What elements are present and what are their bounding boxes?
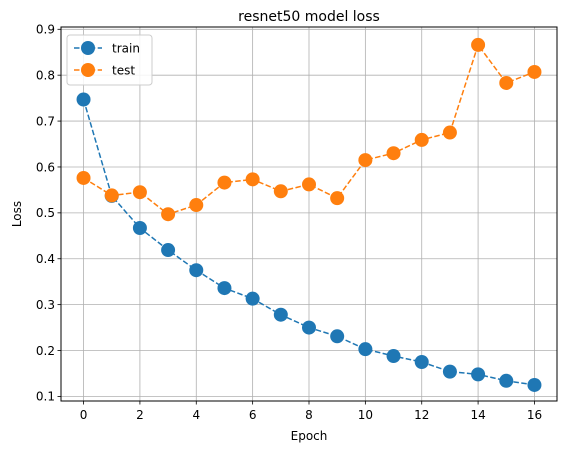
data-point-test [302,177,316,192]
x-axis-label: Epoch [291,429,328,443]
data-point-test [217,175,232,190]
data-point-train [132,220,147,235]
data-point-test [414,132,429,147]
data-point-train [386,349,401,364]
data-point-test [330,191,345,206]
data-point-test [76,170,91,185]
grid-lines [61,27,557,401]
x-tick-label: 0 [80,408,88,422]
x-ticks: 0 2 4 6 8 10 12 14 16 [80,401,542,422]
y-ticks: 0.1 0.2 0.3 0.4 0.5 0.6 0.7 0.8 0.9 [36,23,61,404]
data-point-test [189,198,204,213]
data-point-test [471,37,486,52]
data-point-train [414,354,429,369]
data-point-train [76,92,91,107]
x-tick-label: 16 [527,408,542,422]
data-point-train [358,342,373,357]
data-point-train [189,263,204,278]
data-point-test [442,125,457,140]
x-tick-label: 4 [192,408,200,422]
legend-label-test: test [112,63,135,77]
y-tick-label: 0.9 [36,23,55,37]
legend: train test [66,34,153,86]
y-tick-label: 0.5 [36,206,55,220]
x-tick-label: 6 [249,408,257,422]
data-point-test [245,172,260,187]
data-point-test [499,75,514,90]
x-tick-label: 8 [305,408,313,422]
y-tick-label: 0.7 [36,114,55,128]
data-point-test [386,146,401,161]
y-tick-label: 0.3 [36,298,55,312]
data-point-train [273,307,288,322]
data-point-train [499,373,514,388]
x-tick-label: 14 [470,408,485,422]
data-point-test [132,185,147,200]
data-point-train [245,291,260,306]
data-point-train [442,364,457,379]
y-tick-label: 0.8 [36,68,55,82]
data-point-test [161,207,176,222]
data-point-test [527,64,542,79]
data-point-test [104,188,119,203]
data-point-train [471,367,486,382]
legend-label-train: train [112,41,140,55]
y-tick-label: 0.6 [36,160,55,174]
series-layer [76,37,542,392]
y-tick-label: 0.1 [36,390,55,404]
y-tick-label: 0.2 [36,344,55,358]
y-tick-label: 0.4 [36,252,55,266]
x-tick-label: 10 [358,408,373,422]
series-train [76,92,542,392]
data-point-train [217,281,232,296]
data-point-train [330,329,345,344]
data-point-train [161,243,176,258]
series-test [76,37,542,222]
data-point-train [527,377,542,392]
data-point-train [302,320,316,335]
data-point-test [273,184,288,199]
legend-marker-train [81,41,95,55]
chart-title: resnet50 model loss [238,9,380,25]
y-axis-label: Loss [10,201,24,227]
x-tick-label: 12 [414,408,429,422]
x-tick-label: 2 [136,408,144,422]
data-point-test [358,153,373,168]
legend-marker-test [81,63,95,77]
